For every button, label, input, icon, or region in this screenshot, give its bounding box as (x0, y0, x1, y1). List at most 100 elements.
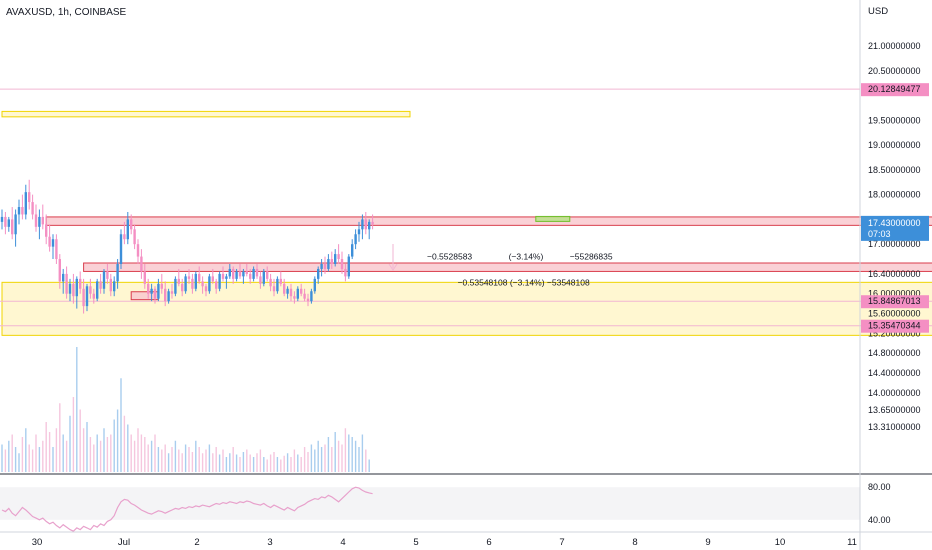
volume-bar (201, 453, 204, 472)
volume-bar (266, 459, 268, 472)
countdown-text: 07:03 (868, 229, 891, 239)
volume-bar (93, 444, 95, 472)
volume-bar (171, 447, 173, 472)
volume-bar (42, 440, 44, 472)
volume-bar (368, 459, 370, 472)
candle-body (170, 291, 174, 294)
volume-bar (246, 449, 248, 472)
candle-body (215, 281, 218, 289)
time-tick: 10 (775, 537, 786, 548)
volume-bar (317, 440, 319, 472)
candle-body (164, 288, 167, 302)
candle-body (136, 244, 140, 257)
candle-body (153, 288, 157, 299)
volume-bar (120, 378, 122, 472)
time-tick: 7 (559, 537, 564, 548)
volume-bar (55, 428, 58, 472)
price-tick: 16.40000000 (868, 269, 921, 279)
candle-body (344, 268, 347, 277)
volume-bar (324, 444, 326, 472)
candle-body (303, 293, 306, 299)
volume-bar (212, 453, 214, 472)
candle-body (347, 256, 350, 277)
rsi-tick: 40.00 (868, 515, 891, 525)
candle-body (113, 281, 116, 292)
candle-body (14, 214, 17, 235)
candle-body (82, 288, 85, 307)
zone-red[interactable] (83, 262, 932, 272)
candle-body (283, 283, 286, 294)
volume-bar (96, 434, 98, 472)
candle-body (143, 271, 146, 284)
candle-body (11, 219, 14, 235)
volume-bar (161, 449, 163, 472)
zone-yellow[interactable] (1, 281, 932, 336)
volume-bar (276, 457, 279, 472)
price-tick: 19.50000000 (868, 115, 921, 125)
volume-bar (174, 440, 177, 472)
measure-annotation: −55286835 (570, 252, 613, 262)
volume-bar (178, 449, 180, 472)
candle-body (174, 278, 177, 294)
volume-bar (69, 415, 71, 472)
candle-body (187, 276, 191, 279)
volume-bar (337, 440, 340, 472)
measure-annotation: (−3.14%) (509, 252, 544, 262)
time-tick: Jul (118, 537, 130, 548)
volume-bar (89, 437, 92, 472)
candle-body (232, 268, 235, 279)
volume-bar (65, 440, 68, 472)
candle-body (354, 234, 357, 245)
volume-bar (218, 454, 221, 472)
volume-bar (144, 437, 146, 472)
volume-bar (273, 452, 275, 472)
candle-body (51, 239, 55, 247)
volume-bar (25, 428, 27, 472)
price-label (861, 319, 929, 333)
volume-bar (252, 457, 255, 472)
volume-bar (59, 403, 61, 472)
volume-bar (222, 449, 224, 472)
volume-bar (140, 434, 143, 472)
zones[interactable] (0, 88, 932, 336)
candle-body (92, 293, 95, 299)
candle-body (371, 221, 374, 225)
last-price-label (861, 215, 929, 241)
volume-bar (103, 428, 105, 472)
candle-body (4, 216, 7, 227)
volume-bar (21, 437, 24, 472)
candle-body (310, 291, 313, 302)
volume-bar (28, 444, 30, 472)
candle-body (334, 254, 337, 264)
candle-body (306, 298, 310, 302)
candle-body (75, 278, 78, 297)
candle-body (255, 268, 259, 277)
volume-bar (195, 440, 197, 472)
volume-bar (99, 440, 102, 472)
zone-green[interactable] (535, 215, 571, 222)
candle-body (300, 288, 303, 294)
candle-body (68, 283, 72, 294)
zone-red[interactable] (45, 216, 932, 226)
price-label-text: 15.35470344 (868, 321, 921, 331)
price-label (861, 83, 929, 97)
volume-bar (11, 434, 13, 472)
price-tick: 15.20000000 (868, 328, 921, 338)
arrow-down-icon (388, 244, 398, 271)
price-tick: 17.00000000 (868, 239, 921, 249)
candle-body (279, 278, 282, 284)
time-tick: 30 (32, 537, 43, 548)
time-tick: 5 (413, 537, 418, 548)
zone-yellow[interactable] (1, 110, 411, 118)
candle-body (351, 244, 354, 257)
volume-bar (361, 434, 364, 472)
volume-bar (137, 428, 139, 472)
candle-body (238, 271, 242, 277)
volume-bar (341, 444, 343, 472)
candle-body (177, 278, 180, 284)
volume-bar (181, 453, 183, 472)
volume-bar (297, 454, 299, 472)
volume-bar (259, 449, 262, 472)
volume-bar (229, 453, 231, 472)
